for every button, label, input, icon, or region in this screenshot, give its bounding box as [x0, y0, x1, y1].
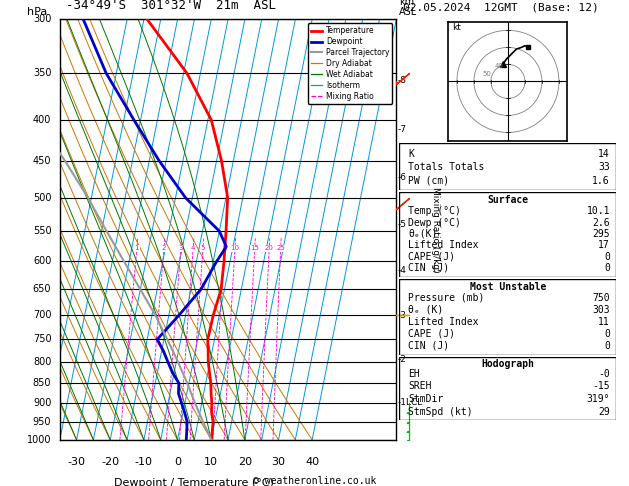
Text: 8: 8 — [222, 245, 226, 251]
Text: 20: 20 — [265, 245, 274, 251]
Text: Totals Totals: Totals Totals — [408, 162, 484, 173]
Text: -7: -7 — [398, 125, 407, 134]
Text: -34°49'S  301°32'W  21m  ASL: -34°49'S 301°32'W 21m ASL — [66, 0, 276, 12]
Text: -3: -3 — [398, 312, 407, 320]
Text: CAPE (J): CAPE (J) — [408, 329, 455, 339]
Text: StmDir: StmDir — [408, 394, 443, 404]
Text: -2: -2 — [398, 355, 407, 364]
Text: -8: -8 — [398, 76, 407, 85]
Text: 1.6: 1.6 — [593, 176, 610, 186]
Text: kt: kt — [452, 23, 460, 33]
Text: 303: 303 — [593, 305, 610, 314]
Text: 10.1: 10.1 — [586, 206, 610, 216]
Text: 0: 0 — [604, 329, 610, 339]
Text: 10: 10 — [204, 457, 218, 467]
Text: 550: 550 — [33, 226, 52, 236]
Text: 750: 750 — [33, 334, 52, 345]
Text: 40: 40 — [305, 457, 319, 467]
Text: hPa: hPa — [27, 7, 47, 17]
Text: 0: 0 — [604, 263, 610, 273]
Text: 02.05.2024  12GMT  (Base: 12): 02.05.2024 12GMT (Base: 12) — [403, 2, 598, 12]
Text: -10: -10 — [135, 457, 153, 467]
Text: 400: 400 — [33, 115, 52, 125]
Text: 2.6: 2.6 — [593, 218, 610, 227]
Text: 14: 14 — [598, 149, 610, 159]
Text: 319°: 319° — [586, 394, 610, 404]
Text: 450: 450 — [33, 156, 52, 166]
Text: StmSpd (kt): StmSpd (kt) — [408, 407, 473, 417]
Text: 50: 50 — [482, 71, 491, 77]
Text: 1: 1 — [135, 245, 139, 251]
Text: Most Unstable: Most Unstable — [470, 282, 546, 292]
Text: 700: 700 — [33, 310, 52, 320]
Text: K: K — [408, 149, 414, 159]
Text: Dewp (°C): Dewp (°C) — [408, 218, 461, 227]
Text: 40: 40 — [494, 63, 503, 69]
Text: -20: -20 — [101, 457, 120, 467]
Text: -30: -30 — [67, 457, 86, 467]
Text: 20: 20 — [238, 457, 252, 467]
Text: Pressure (mb): Pressure (mb) — [408, 293, 484, 302]
Text: -6: -6 — [398, 173, 407, 182]
Text: 950: 950 — [33, 417, 52, 427]
Text: 2: 2 — [162, 245, 166, 251]
Text: 10: 10 — [230, 245, 240, 251]
Text: Dewpoint / Temperature (°C): Dewpoint / Temperature (°C) — [114, 478, 274, 486]
Text: Lifted Index: Lifted Index — [408, 317, 479, 327]
Text: CAPE (J): CAPE (J) — [408, 252, 455, 261]
Text: Mixing Ratio (g/kg): Mixing Ratio (g/kg) — [431, 187, 440, 273]
Text: θₑ(K): θₑ(K) — [408, 229, 438, 239]
Text: 0: 0 — [604, 341, 610, 351]
Text: 300: 300 — [33, 15, 52, 24]
Text: 500: 500 — [33, 193, 52, 203]
Text: -4: -4 — [398, 266, 407, 275]
Text: 4: 4 — [191, 245, 196, 251]
Text: 350: 350 — [33, 68, 52, 78]
Text: 650: 650 — [33, 284, 52, 295]
Text: 11: 11 — [598, 317, 610, 327]
Text: © weatheronline.co.uk: © weatheronline.co.uk — [253, 476, 376, 486]
Text: PW (cm): PW (cm) — [408, 176, 449, 186]
Text: km
ASL: km ASL — [399, 0, 418, 17]
Legend: Temperature, Dewpoint, Parcel Trajectory, Dry Adiabat, Wet Adiabat, Isotherm, Mi: Temperature, Dewpoint, Parcel Trajectory… — [308, 23, 392, 104]
Text: 17: 17 — [598, 240, 610, 250]
Text: 600: 600 — [33, 257, 52, 266]
Text: 750: 750 — [593, 293, 610, 302]
Text: 33: 33 — [598, 162, 610, 173]
Text: SREH: SREH — [408, 382, 431, 391]
Text: CIN (J): CIN (J) — [408, 341, 449, 351]
Text: 850: 850 — [33, 378, 52, 388]
Text: 0: 0 — [604, 252, 610, 261]
Text: Hodograph: Hodograph — [481, 359, 535, 369]
Text: 5: 5 — [201, 245, 205, 251]
Text: Surface: Surface — [487, 194, 528, 205]
Text: CIN (J): CIN (J) — [408, 263, 449, 273]
Text: -15: -15 — [593, 382, 610, 391]
Text: -0: -0 — [598, 369, 610, 379]
Text: 1000: 1000 — [27, 435, 52, 445]
Text: 25: 25 — [276, 245, 285, 251]
Text: 3: 3 — [179, 245, 183, 251]
Text: 900: 900 — [33, 398, 52, 408]
Text: 30: 30 — [272, 457, 286, 467]
Text: 0: 0 — [174, 457, 181, 467]
Text: -5: -5 — [398, 220, 407, 229]
Text: 295: 295 — [593, 229, 610, 239]
Text: Temp (°C): Temp (°C) — [408, 206, 461, 216]
Text: 800: 800 — [33, 357, 52, 367]
Text: 29: 29 — [598, 407, 610, 417]
Text: 15: 15 — [250, 245, 259, 251]
Text: -1LCL: -1LCL — [398, 398, 423, 407]
Text: θₑ (K): θₑ (K) — [408, 305, 443, 314]
Text: Lifted Index: Lifted Index — [408, 240, 479, 250]
Text: EH: EH — [408, 369, 420, 379]
